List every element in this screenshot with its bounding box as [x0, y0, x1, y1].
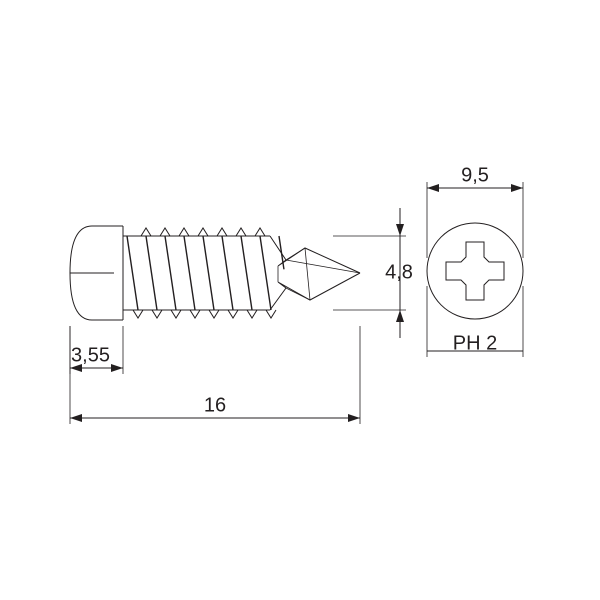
drawing-svg: 16 3,55 4,8 9,5 PH 2 [0, 0, 600, 600]
dim-length-16: 16 [204, 394, 226, 416]
dim-dia-4_8: 4,8 [385, 261, 413, 283]
dim-dia-9_5: 9,5 [461, 164, 489, 186]
label-ph2: PH 2 [453, 332, 497, 354]
technical-drawing: 16 3,55 4,8 9,5 PH 2 [0, 0, 600, 600]
dimension-text: 3,55 [71, 344, 110, 366]
